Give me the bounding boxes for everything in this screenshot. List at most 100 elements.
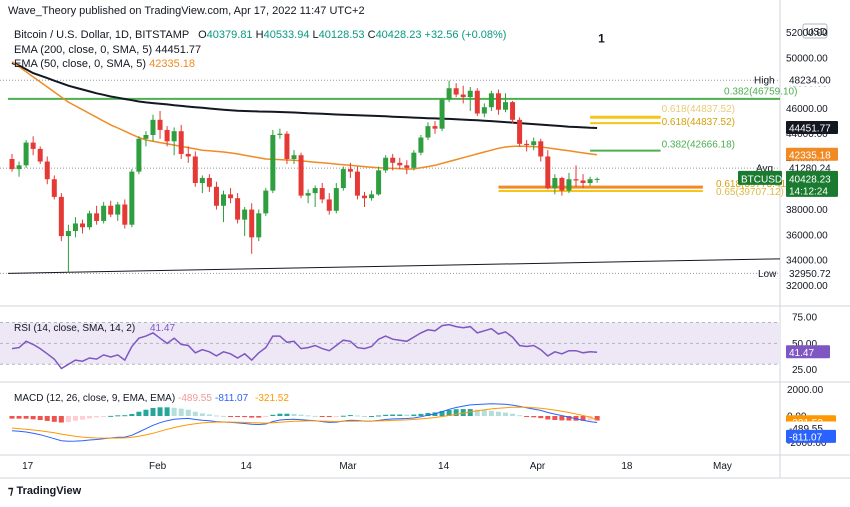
macd-histogram-bar <box>291 413 297 416</box>
macd-histogram-bar <box>150 408 156 416</box>
macd-histogram-bar <box>517 415 523 417</box>
time-tick-label: Apr <box>530 461 546 472</box>
candle-body <box>192 156 198 184</box>
candle-body <box>587 179 593 184</box>
candle-body <box>467 90 473 98</box>
candle-body <box>235 198 241 220</box>
candle-body <box>362 195 367 199</box>
candle-body <box>474 90 480 114</box>
macd-histogram-bar <box>37 416 43 420</box>
macd-histogram-bar <box>580 416 586 421</box>
macd-histogram-bar <box>474 409 480 416</box>
candle-body <box>390 157 396 163</box>
macd-value: -811.07 <box>215 393 249 404</box>
ema200-price-label: 44451.77 <box>789 124 831 135</box>
open-label: O <box>198 29 207 41</box>
macd-histogram-bar <box>199 413 205 416</box>
macd-histogram-bar <box>101 416 107 417</box>
candle-body <box>453 88 459 95</box>
macd-histogram-bar <box>524 416 530 417</box>
macd-histogram-bar <box>115 415 121 417</box>
high-price-label: 48234.00 <box>789 76 831 87</box>
candle-body <box>460 94 466 98</box>
candle-body <box>538 141 544 157</box>
low-price-label-bg <box>786 266 838 280</box>
candle-body <box>242 209 248 220</box>
ema200-legend[interactable]: EMA (200, close, 0, SMA, 5) 44451.77 <box>14 44 201 57</box>
time-tick-label: Feb <box>149 461 167 472</box>
macd-histogram-bar <box>143 409 149 416</box>
candle-body <box>488 93 494 108</box>
price-tick-label: 44000.00 <box>786 129 828 140</box>
low-label: Low <box>758 269 777 280</box>
candle-body <box>319 188 325 200</box>
candle-body <box>136 138 142 172</box>
ema50-label: EMA (50, close, 0, SMA, 5) <box>14 58 147 70</box>
signal-value: -321.52 <box>255 393 289 404</box>
candle-body <box>30 142 36 149</box>
candle-body <box>164 129 170 142</box>
candle-body <box>340 169 346 189</box>
macd-tick-label: -2000.00 <box>787 438 827 449</box>
candle-body <box>481 107 487 114</box>
candle-body <box>270 134 276 191</box>
candle-body <box>65 231 71 237</box>
candle-body <box>277 133 283 135</box>
macd-histogram-bar <box>425 412 431 416</box>
countdown-label: 14:12:24 <box>789 186 828 197</box>
macd-histogram-bar <box>157 407 163 416</box>
candle-body <box>298 155 304 196</box>
candle-body <box>425 126 431 138</box>
candle-body <box>94 213 100 221</box>
symbol-title: Bitcoin / U.S. Dollar, 1D, BITSTAMP <box>14 29 190 41</box>
symbol-legend[interactable]: Bitcoin / U.S. Dollar, 1D, BITSTAMP O403… <box>14 29 506 42</box>
publisher-caption: Wave_Theory published on TradingView.com… <box>8 5 365 17</box>
tradingview-logo[interactable]: ⁊ TradingView <box>8 484 81 497</box>
macd-histogram-bar <box>439 411 445 416</box>
candle-body <box>115 204 121 215</box>
macd-histogram-bar <box>397 414 403 416</box>
candle-body <box>305 193 311 196</box>
macd-title: MACD (12, 26, close, 9, EMA, EMA) <box>14 393 175 404</box>
fib-label-46759: 0.382(46759.10) <box>724 87 797 98</box>
macd-histogram-bar <box>383 414 389 416</box>
macd-histogram-bar <box>319 416 325 417</box>
candle-body <box>291 155 297 159</box>
macd-histogram-bar <box>171 407 177 416</box>
candle-body <box>531 141 537 146</box>
candle-body <box>157 119 163 130</box>
candle-body <box>333 188 339 211</box>
candle-body <box>411 152 417 168</box>
support-trendline <box>7 258 781 274</box>
macd-histogram-bar <box>23 416 29 419</box>
candle-body <box>312 188 318 194</box>
btcusd-badge: BTCUSD <box>741 174 782 185</box>
high-label: High <box>754 76 775 87</box>
macd-histogram-bar <box>411 414 417 416</box>
macd-histogram-bar <box>87 416 93 419</box>
change-value: +32.56 (+0.08%) <box>424 29 507 41</box>
tv-logo-icon: ⁊ <box>8 485 17 497</box>
macd-histogram-bar <box>495 411 501 416</box>
macd-histogram-bar <box>164 407 170 416</box>
time-tick-label: 14 <box>438 461 450 472</box>
candle-body <box>517 119 523 144</box>
fib-label-39707: 0.65(39707.12) <box>716 187 784 198</box>
macd-histogram-bar <box>192 411 198 416</box>
macd-histogram-bar <box>129 414 135 416</box>
macd-histogram-bar <box>587 416 593 421</box>
candle-body <box>178 131 184 154</box>
ema50-legend[interactable]: EMA (50, close, 0, SMA, 5) 42335.18 <box>14 58 195 71</box>
time-tick-label: 17 <box>22 461 34 472</box>
avg-label: Avg <box>756 164 773 175</box>
low-price-label: 32950.72 <box>789 269 831 280</box>
macd-histogram-bar <box>488 410 494 416</box>
candle-body <box>185 153 191 157</box>
price-tick-label: 50000.00 <box>786 53 828 64</box>
macd-histogram-bar <box>503 412 508 416</box>
price-tick-label: 46000.00 <box>786 104 828 115</box>
price-tick-label: 38000.00 <box>786 205 828 216</box>
price-tick-label: 36000.00 <box>786 230 828 241</box>
candle-body <box>206 177 212 187</box>
